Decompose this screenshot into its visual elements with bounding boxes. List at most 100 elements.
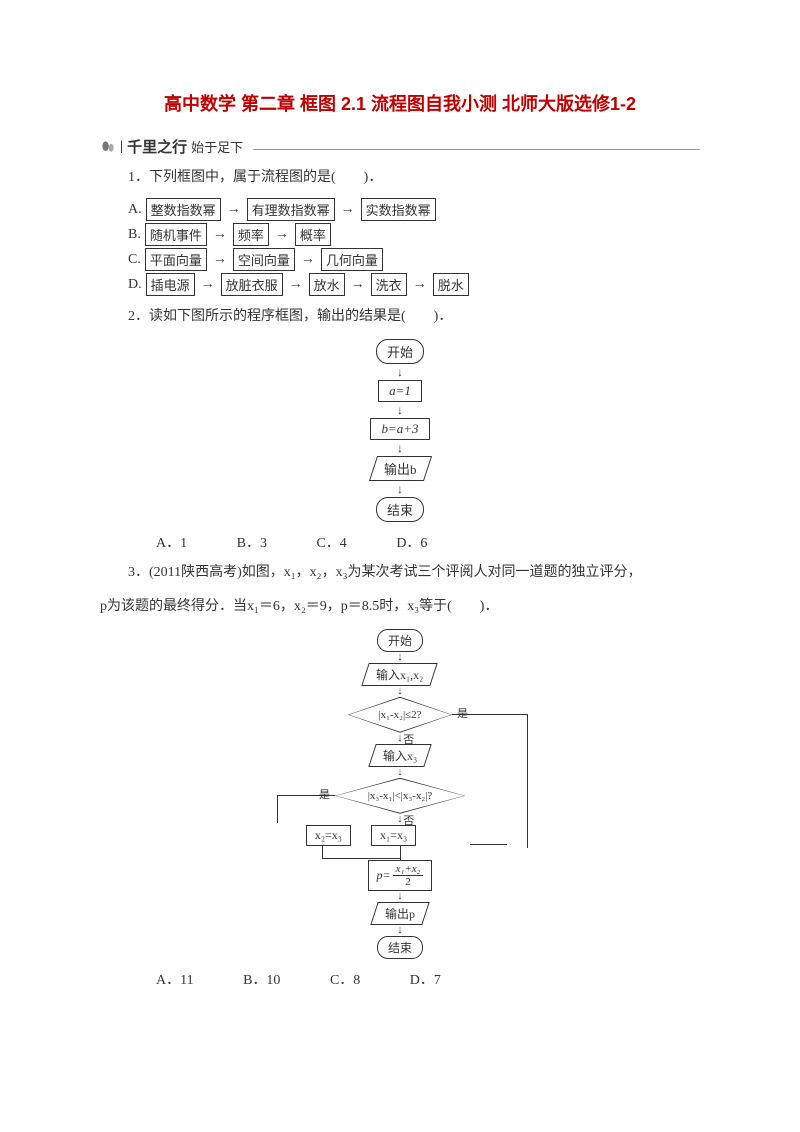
frac-top: x₁+x₂	[393, 863, 424, 876]
box: 有理数指数幂	[247, 198, 335, 221]
arrow-icon: →	[339, 202, 357, 218]
arrow-icon: →	[299, 252, 317, 268]
label-yes: 是	[457, 705, 468, 721]
flow-text: 输入x₁,x₂	[376, 666, 423, 683]
flow-step: x₂=x₃	[306, 825, 351, 846]
q3-options: A．11 B．10 C．8 D．7	[100, 969, 700, 989]
arrow-icon: →	[225, 202, 243, 218]
branch-line	[277, 795, 278, 823]
page: 高中数学 第二章 框图 2.1 流程图自我小测 北师大版选修1-2 | 千里之行…	[0, 0, 800, 1037]
line	[322, 858, 400, 859]
flow-text: 输出b	[384, 459, 417, 478]
arrow-down-icon: ↓	[397, 442, 403, 454]
box: 平面向量	[145, 248, 207, 271]
q2-text: 2．读如下图所示的程序框图，输出的结果是( )．	[100, 304, 700, 329]
arrow-down-icon: ↓	[397, 733, 403, 744]
branch-line	[277, 795, 335, 796]
label-b: B.	[128, 227, 141, 243]
q3-line1: 3．(2011陕西高考)如图，x₁，x₂，x₃为某次考试三个评阅人对同一道题的独…	[100, 560, 700, 585]
arrow-down-icon: ↓	[397, 483, 403, 495]
line	[322, 846, 323, 858]
box: 放脏衣服	[221, 273, 283, 296]
arrow-down-icon: ↓	[397, 891, 403, 902]
flow-text: p=	[377, 868, 391, 883]
flow-input: 输入x₁,x₂	[362, 663, 439, 686]
left-branch: x₂=x₃	[306, 825, 351, 846]
opt-b: B．10	[215, 969, 280, 989]
box: 插电源	[146, 273, 195, 296]
q2-flowchart: 开始 ↓ a=1 ↓ b=a+3 ↓ 输出b ↓ 结束	[100, 339, 700, 522]
q1-option-a: A. 整数指数幂 → 有理数指数幂 → 实数指数幂	[128, 198, 700, 221]
q1-option-b: B. 随机事件 → 频率 → 概率	[128, 223, 700, 246]
flow-output: 输出b	[369, 456, 432, 481]
q1-option-c: C. 平面向量 → 空间向量 → 几何向量	[128, 248, 700, 271]
box: 随机事件	[145, 223, 207, 246]
branch-line	[452, 714, 527, 715]
frac-bot: 2	[402, 876, 414, 888]
arrow-icon: →	[199, 277, 217, 293]
footprint-icon	[100, 139, 116, 155]
line	[400, 846, 401, 860]
flow-start: 开始	[376, 339, 424, 364]
opt-c: C．8	[302, 969, 360, 989]
arrow-icon: →	[411, 277, 429, 293]
arrow-icon: →	[273, 227, 291, 243]
flow-step: a=1	[378, 380, 422, 402]
flow-text: |x₃-x₁|<|x₃-x₂|?	[336, 779, 464, 813]
arrow-icon: →	[349, 277, 367, 293]
arrow-down-icon: ↓	[397, 925, 403, 936]
arrow-icon: →	[211, 252, 229, 268]
q2-options: A．1 B．3 C．4 D．6	[100, 532, 700, 552]
box: 几何向量	[321, 248, 383, 271]
flow-text: 输出p	[385, 905, 415, 922]
flow-text: a=1	[389, 383, 411, 398]
vbar-icon: |	[120, 139, 123, 155]
arrow-down-icon: ↓	[397, 767, 403, 778]
opt-c: C．4	[288, 532, 346, 552]
q1-option-d: D. 插电源 → 放脏衣服 → 放水 → 洗衣 → 脱水	[128, 273, 700, 296]
box: 实数指数幂	[361, 198, 436, 221]
section-underline	[253, 143, 700, 150]
box: 概率	[295, 223, 331, 246]
cond1-row: |x₁-x₂|≤2? 是	[348, 697, 452, 733]
no-label-wrap: 否 ↓	[397, 733, 403, 744]
branch-boxes: x₂=x₃ x₁=x₃	[384, 825, 416, 846]
box: 空间向量	[233, 248, 295, 271]
merge-lines	[330, 846, 470, 860]
page-title: 高中数学 第二章 框图 2.1 流程图自我小测 北师大版选修1-2	[100, 90, 700, 116]
fraction: x₁+x₂ 2	[393, 863, 424, 888]
flow-output: 输出p	[370, 902, 429, 925]
flow-end: 结束	[376, 497, 424, 522]
line	[470, 844, 507, 845]
arrow-down-icon: ↓	[397, 652, 403, 663]
section-header: | 千里之行 始于足下	[100, 136, 700, 157]
label-d: D.	[128, 277, 142, 293]
box: 脱水	[433, 273, 469, 296]
label-yes: 是	[319, 786, 330, 802]
arrow-down-icon: ↓	[397, 366, 403, 378]
section-subtitle: 始于足下	[191, 137, 243, 156]
flow-text: b=a+3	[381, 421, 418, 436]
arrow-icon: →	[211, 227, 229, 243]
arrow-down-icon: ↓	[397, 404, 403, 416]
arrow-icon: →	[287, 277, 305, 293]
cond2-row: 是 |x₃-x₁|<|x₃-x₂|?	[335, 778, 465, 814]
arrow-down-icon: ↓	[397, 686, 403, 697]
arrow-down-icon: ↓	[397, 814, 403, 825]
flow-start: 开始	[377, 629, 423, 652]
q3-line2: p为该题的最终得分．当x₁＝6，x₂＝9，p＝8.5时，x₃等于( )．	[100, 594, 700, 619]
box: 洗衣	[371, 273, 407, 296]
flow-text: 输入x₃	[383, 747, 417, 764]
flow-decision: |x₃-x₁|<|x₃-x₂|?	[335, 778, 465, 814]
flow-end: 结束	[377, 936, 423, 959]
label-no: 否	[403, 812, 414, 828]
flow-step: x₁=x₃	[371, 825, 416, 846]
label-c: C.	[128, 252, 141, 268]
opt-a: A．11	[128, 969, 194, 989]
section-title: 千里之行	[127, 136, 187, 157]
opt-d: D．7	[382, 969, 441, 989]
flow-step-p: p= x₁+x₂ 2	[368, 860, 433, 891]
flow-decision: |x₁-x₂|≤2?	[348, 697, 452, 733]
opt-a: A．1	[128, 532, 187, 552]
right-branch: x₁=x₃	[371, 825, 416, 846]
